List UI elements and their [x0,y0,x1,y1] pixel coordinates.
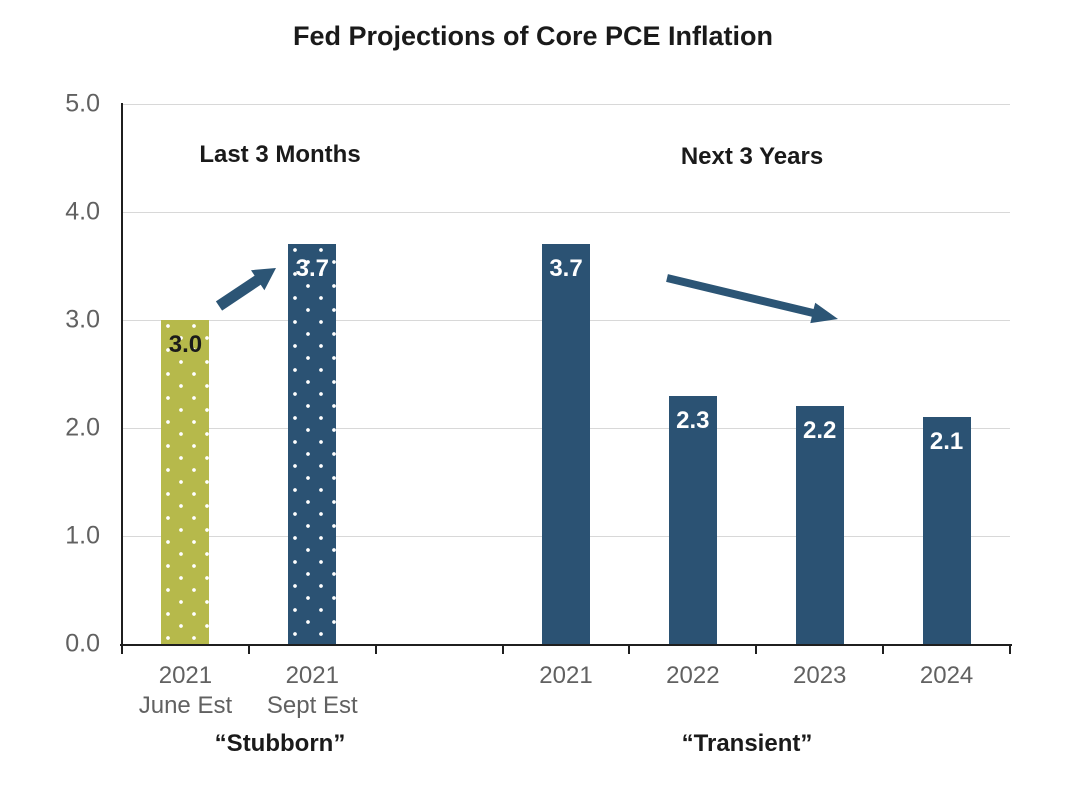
bar-value-2023-projection: 2.2 [803,417,837,445]
x-axis-tick-1 [247,646,250,654]
x-tick-line: 2023 [793,662,847,689]
x-tick-line: 2021 [539,662,593,689]
x-tick-line: 2021 [158,662,213,689]
x-tick-label-2021-projection: 2021 [539,661,592,691]
x-tick-line: June Est [138,692,233,719]
x-axis-tick-4 [628,646,631,654]
y-tick-label-5.0: 5.0 [65,89,100,118]
bar-2021-june-est: 3.0 [161,320,210,644]
y-axis [121,103,123,646]
x-axis-tick-6 [882,646,885,654]
x-tick-label-2023-projection: 2023 [793,661,846,691]
x-axis-tick-5 [755,646,758,654]
y-tick-label-4.0: 4.0 [65,197,100,226]
bar-2022-projection: 2.3 [668,395,717,644]
y-tick-label-1.0: 1.0 [65,521,100,550]
bar-value-2021-sept-est: 3.7 [295,255,329,283]
x-tick-label-2024-projection: 2024 [920,661,973,691]
bar-value-2024-projection: 2.1 [929,428,964,456]
group-header-next-3-years: Next 3 Years [680,143,824,170]
gridline-4.0 [123,212,1010,213]
falling-arrow-icon [666,274,838,324]
bar-value-2022-projection: 2.3 [676,406,710,434]
bar-2021-sept-est: 3.7 [288,244,337,644]
y-tick-label-3.0: 3.0 [65,305,100,334]
x-tick-line: Sept Est [266,692,358,719]
bar-value-2021-projection: 3.7 [549,255,583,283]
x-tick-line: 2021 [285,662,339,689]
gridline-5.0 [123,104,1010,105]
x-axis-tick-2 [374,646,377,654]
group-header-last-3-months: Last 3 Months [199,141,361,168]
group-caption-transient: “Transient” [681,730,813,757]
chart-title: Fed Projections of Core PCE Inflation [292,21,774,51]
y-tick-label-2.0: 2.0 [65,413,100,442]
bar-2021-projection: 3.7 [542,244,590,644]
y-tick-label-0.0: 0.0 [65,629,100,658]
x-tick-line: 2022 [666,662,720,689]
x-tick-label-2022-projection: 2022 [666,661,719,691]
x-axis [120,644,1012,646]
x-axis-tick-7 [1009,646,1011,654]
rising-arrow-icon [215,268,276,311]
x-tick-line: 2024 [919,662,974,689]
x-tick-label-2021-sept-est: 2021 Sept Est [267,661,358,721]
x-axis-tick-0 [121,646,123,654]
bar-value-2021-june-est: 3.0 [168,331,203,358]
x-axis-tick-3 [501,646,504,654]
bar-2024-projection: 2.1 [922,417,971,644]
bar-2023-projection: 2.2 [795,406,844,644]
x-tick-label-2021-june-est: 2021 June Est [139,661,232,721]
group-caption-stubborn: “Stubborn” [214,730,346,757]
